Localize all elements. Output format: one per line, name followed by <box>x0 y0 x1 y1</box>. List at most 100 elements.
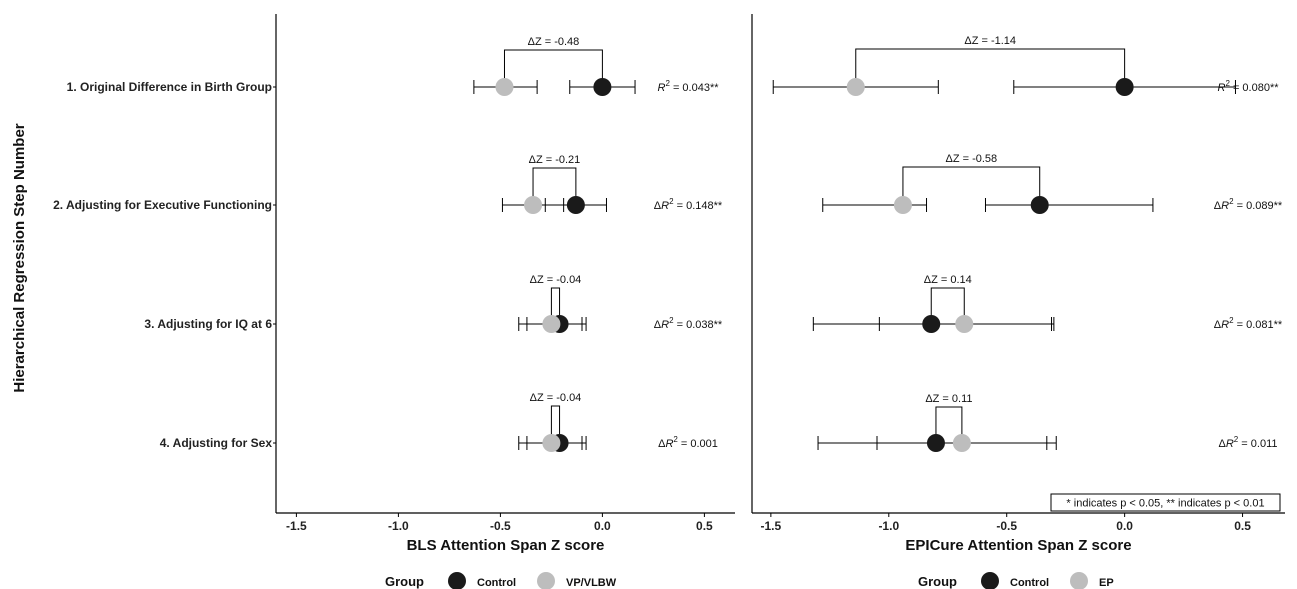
comparison-point <box>955 315 974 333</box>
step-label: 4. Adjusting for Sex <box>160 436 273 450</box>
legend-control-swatch <box>448 572 466 589</box>
legend-comparison-label: VP/VLBW <box>566 577 617 589</box>
r-squared-value: = 0.089** <box>1234 200 1283 212</box>
delta-z-label: ΔZ = -0.58 <box>945 153 997 165</box>
legend-comparison-swatch <box>1070 572 1088 589</box>
legend-control-label: Control <box>1010 577 1049 589</box>
comparison-point <box>893 196 912 214</box>
control-point <box>1030 196 1049 214</box>
r-squared-symbol: R <box>1226 438 1234 450</box>
x-tick-label: -1.0 <box>878 519 899 533</box>
delta-bracket <box>550 287 561 323</box>
r-squared-label: ΔR2 = 0.001 <box>658 435 718 450</box>
r-squared-delta: Δ <box>658 438 666 450</box>
r-squared-label: ΔR2 = 0.081** <box>1214 316 1283 331</box>
comparison-point <box>524 196 543 214</box>
x-tick-label: 0.0 <box>594 519 611 533</box>
delta-z-label: ΔZ = -1.14 <box>964 35 1016 47</box>
r-squared-label: R2 = 0.043** <box>657 79 719 94</box>
significance-note-box <box>1050 493 1281 512</box>
panel-epicure: -1.5 -1.0 -0.5 0.0 0.5 EPICure Attention Span… <box>751 14 1285 589</box>
delta-bracket <box>855 48 1126 86</box>
delta-bracket <box>902 166 1041 204</box>
legend: Group Control EP <box>918 572 1114 589</box>
legend-title: Group <box>918 574 957 589</box>
r-squared-delta: Δ <box>654 200 662 212</box>
delta-z-label: ΔZ = -0.04 <box>530 392 582 404</box>
r-squared-value: = 0.080** <box>1230 82 1279 94</box>
step-label: 1. Original Difference in Birth Group <box>67 80 272 94</box>
comparison-point <box>952 434 971 452</box>
r-squared-delta: Δ <box>654 319 662 331</box>
delta-bracket <box>550 405 561 442</box>
r-squared-symbol: R <box>657 82 665 94</box>
delta-bracket <box>935 406 963 442</box>
r-squared-label: ΔR2 = 0.038** <box>654 316 723 331</box>
r-squared-value: = 0.038** <box>674 319 723 331</box>
control-point <box>593 78 612 96</box>
r-squared-value: = 0.001 <box>678 438 718 450</box>
delta-z-label: ΔZ = -0.04 <box>530 274 582 286</box>
r-squared-symbol: R <box>1217 82 1225 94</box>
x-tick-label: 0.5 <box>1234 519 1251 533</box>
control-point <box>926 434 945 452</box>
r-squared-label: ΔR2 = 0.011 <box>1218 435 1277 450</box>
r-squared-exponent: 2 <box>665 79 670 88</box>
r-squared-delta: Δ <box>1214 200 1222 212</box>
r-squared-symbol: R <box>661 319 669 331</box>
control-point <box>1115 78 1134 96</box>
control-point <box>922 315 941 333</box>
r-squared-label: ΔR2 = 0.148** <box>654 197 723 212</box>
x-axis-title: EPICure Attention Span Z score <box>905 537 1131 554</box>
legend: Group Control VP/VLBW <box>385 572 617 589</box>
r-squared-symbol: R <box>661 200 669 212</box>
legend-comparison-label: EP <box>1099 577 1114 589</box>
r-squared-exponent: 2 <box>1229 197 1234 206</box>
legend-control-swatch <box>981 572 999 589</box>
delta-z-label: ΔZ = 0.11 <box>925 393 972 405</box>
delta-z-label: ΔZ = -0.21 <box>529 154 581 166</box>
r-squared-label: R2 = 0.080** <box>1217 79 1279 94</box>
x-tick-label: -1.0 <box>388 519 409 533</box>
r-squared-exponent: 2 <box>673 435 678 444</box>
r-squared-label: ΔR2 = 0.089** <box>1214 197 1283 212</box>
step-label: 3. Adjusting for IQ at 6 <box>144 317 272 331</box>
legend-comparison-swatch <box>537 572 555 589</box>
panel-bls: -1.5 -1.0 -0.5 0.0 0.5 BLS Attention Span Z s… <box>275 14 735 589</box>
comparison-point <box>542 434 561 452</box>
x-tick-label: 0.5 <box>696 519 713 533</box>
comparison-point <box>495 78 514 96</box>
r-squared-exponent: 2 <box>1229 316 1234 325</box>
delta-z-label: ΔZ = 0.14 <box>924 274 972 286</box>
x-tick-label: -0.5 <box>490 519 511 533</box>
delta-bracket <box>532 167 577 204</box>
r-squared-exponent: 2 <box>1225 79 1230 88</box>
significance-note-text: * indicates p < 0.05, ** indicates p < 0… <box>1066 498 1264 510</box>
delta-z-label: ΔZ = -0.48 <box>528 36 580 48</box>
x-tick-label: -1.5 <box>761 519 782 533</box>
step-labels: 1. Original Difference in Birth Group 2. … <box>53 80 276 450</box>
significance-note: * indicates p < 0.05, ** indicates p < 0… <box>1050 493 1281 512</box>
r-squared-delta: Δ <box>1218 438 1226 450</box>
x-tick-label: -0.5 <box>996 519 1017 533</box>
r-squared-exponent: 2 <box>669 197 674 206</box>
x-tick-label: 0.0 <box>1116 519 1133 533</box>
r-squared-symbol: R <box>665 438 673 450</box>
legend-title: Group <box>385 574 424 589</box>
x-tick-label: -1.5 <box>286 519 307 533</box>
r-squared-symbol: R <box>1221 200 1229 212</box>
r-squared-symbol: R <box>1221 319 1229 331</box>
control-point <box>566 196 585 214</box>
comparison-point <box>542 315 561 333</box>
delta-bracket <box>930 287 965 323</box>
r-squared-value: = 0.148** <box>674 200 723 212</box>
r-squared-exponent: 2 <box>669 316 674 325</box>
r-squared-value: = 0.081** <box>1234 319 1283 331</box>
r-squared-value: = 0.011 <box>1238 438 1277 450</box>
x-axis-title: BLS Attention Span Z score <box>407 537 605 554</box>
y-axis-title: Hierarchical Regression Step Number <box>11 123 28 392</box>
legend-control-label: Control <box>477 577 516 589</box>
comparison-point <box>846 78 865 96</box>
r-squared-delta: Δ <box>1214 319 1222 331</box>
